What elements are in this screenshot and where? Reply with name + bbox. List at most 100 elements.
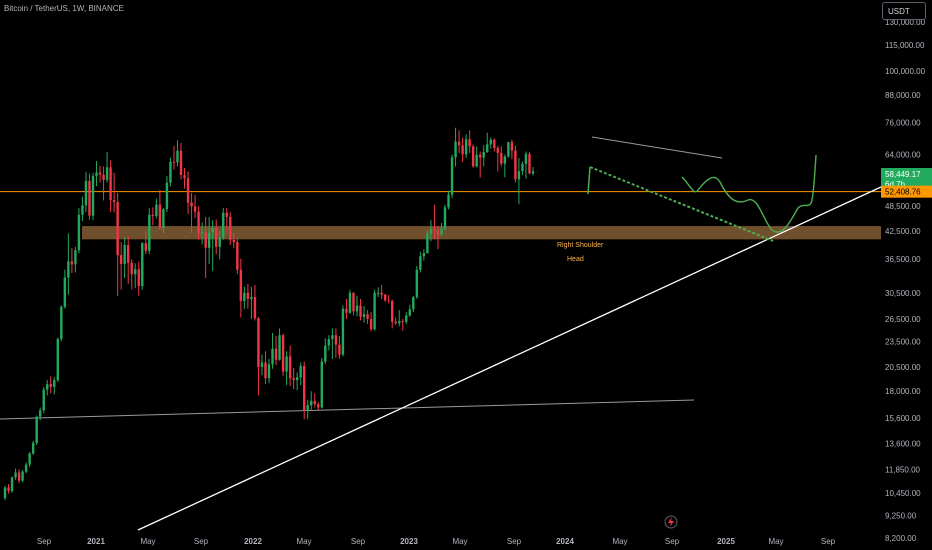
candle-body	[56, 339, 59, 381]
y-tick-label: 18,000.00	[885, 387, 921, 396]
candle-body	[317, 404, 320, 408]
candle-body	[331, 335, 334, 340]
candle-body	[246, 292, 250, 299]
candle-body	[387, 300, 390, 302]
candle-body	[496, 148, 499, 153]
candle-body	[155, 204, 158, 217]
candle-body	[3, 487, 7, 499]
y-tick-label: 20,500.00	[885, 363, 921, 372]
y-tick-label: 10,450.00	[885, 489, 921, 498]
candle-body	[429, 229, 433, 234]
candle-body	[21, 471, 24, 481]
candle-body	[355, 305, 359, 312]
candle-body	[471, 146, 475, 167]
candle-body	[524, 153, 528, 164]
candle-body	[415, 269, 419, 298]
candle-body	[359, 305, 362, 317]
candle-body	[162, 209, 165, 229]
x-tick-label: Sep	[37, 537, 52, 546]
x-tick-label: Sep	[821, 537, 836, 546]
candle-body	[408, 309, 411, 316]
candle-body	[63, 277, 67, 307]
y-tick-label: 130,000.00	[885, 18, 926, 27]
candle-body	[320, 361, 323, 408]
candle-body	[405, 315, 408, 322]
y-tick-label: 88,000.00	[885, 91, 921, 100]
symbol-title: Bitcoin / TetherUS, 1W, BINANCE	[4, 4, 124, 13]
candle-body	[102, 174, 105, 180]
candle-body	[46, 384, 49, 390]
candle-body	[260, 362, 264, 367]
candle-body	[158, 204, 162, 229]
candle-body	[60, 306, 63, 340]
candle-body	[398, 321, 401, 324]
candle-body	[422, 253, 426, 257]
y-tick-label: 9,250.00	[885, 512, 917, 521]
lightning-icon	[664, 515, 678, 529]
candle-body	[461, 145, 464, 155]
candle-body	[165, 182, 169, 210]
candle-body	[28, 453, 31, 465]
candle-body	[436, 230, 440, 235]
x-tick-label: May	[452, 537, 467, 546]
candle-body	[172, 161, 176, 163]
candle-body	[10, 477, 14, 491]
candle-body	[232, 239, 235, 243]
candle-body	[169, 161, 172, 183]
candle-body	[239, 269, 243, 301]
candle-body	[500, 152, 503, 164]
candle-body	[204, 232, 207, 248]
candle-body	[464, 139, 468, 155]
candle-body	[348, 292, 352, 313]
candle-body	[528, 153, 531, 174]
candle-body	[310, 400, 313, 406]
y-tick-label: 48,500.00	[885, 202, 921, 211]
currency-button[interactable]: USDT	[882, 2, 926, 20]
candle-body	[401, 321, 404, 323]
candle-body	[503, 156, 507, 164]
candle-body	[207, 232, 211, 248]
candle-body	[24, 464, 28, 472]
candle-body	[98, 172, 102, 175]
support-zone	[82, 226, 881, 240]
candle-body	[303, 366, 306, 411]
candle-body	[366, 314, 369, 320]
candle-body	[264, 362, 267, 379]
candle-body	[306, 405, 309, 411]
y-tick-label: 8,200.00	[885, 534, 917, 543]
x-tick-label: May	[768, 537, 783, 546]
candle-body	[7, 487, 10, 491]
candle-body	[376, 292, 380, 294]
candle-body	[486, 144, 489, 153]
candle-body	[222, 212, 225, 238]
y-tick-label: 30,500.00	[885, 289, 921, 298]
candle-body	[531, 171, 535, 174]
x-tick-label: Sep	[351, 537, 366, 546]
y-tick-label: 115,000.00	[885, 41, 925, 50]
candle-body	[123, 244, 126, 264]
x-tick-label: 2024	[556, 537, 574, 546]
x-tick-label: May	[140, 537, 155, 546]
candle-body	[475, 154, 478, 167]
candle-body	[313, 400, 316, 405]
candle-body	[14, 472, 17, 478]
candle-body	[299, 366, 302, 378]
y-tick-label: 23,500.00	[885, 337, 921, 346]
candle-body	[274, 348, 278, 360]
y-tick-label: 11,850.00	[885, 465, 921, 474]
candle-body	[105, 167, 109, 180]
candle-body	[116, 201, 119, 256]
candle-body	[31, 442, 35, 454]
y-tick-label: 64,000.00	[885, 150, 921, 159]
candle-body	[141, 243, 144, 287]
candle-body	[200, 232, 204, 234]
lightning-bolt	[668, 517, 674, 527]
candle-body	[67, 261, 70, 278]
candle-body	[278, 335, 281, 360]
candle-body	[250, 297, 253, 299]
candle-body	[215, 227, 218, 247]
candle-body	[39, 410, 42, 417]
candle-body	[419, 256, 422, 270]
